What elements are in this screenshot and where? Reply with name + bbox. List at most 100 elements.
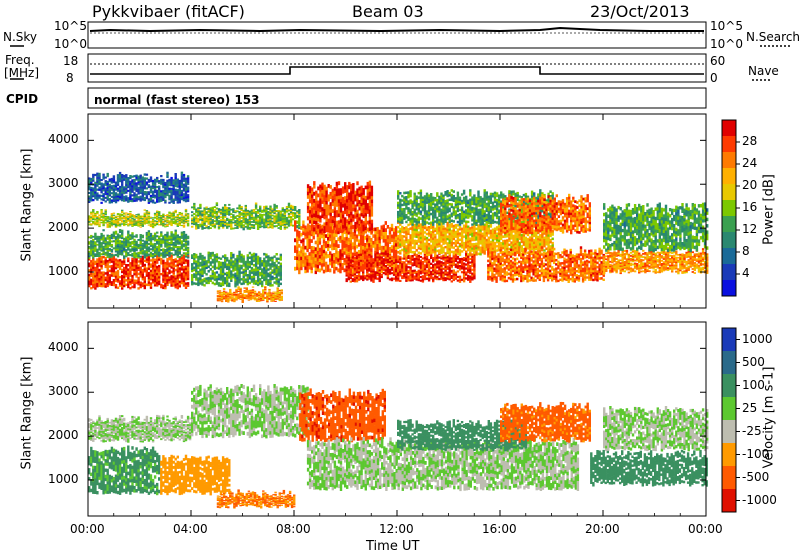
power-cell [158, 217, 161, 219]
power-cell [186, 240, 190, 243]
power-cell [108, 222, 111, 224]
power-cell [219, 211, 223, 214]
power-cell [114, 217, 118, 219]
power-cell [329, 212, 332, 217]
power-cell [339, 256, 342, 260]
power-cell [102, 284, 105, 288]
power-cell [193, 223, 196, 226]
power-cell [239, 291, 242, 294]
power-cell [370, 226, 374, 231]
power-cell [228, 261, 231, 265]
power-cell [236, 221, 239, 223]
power-cell [256, 275, 260, 278]
power-cell [341, 217, 345, 222]
power-cell [254, 212, 258, 215]
power-cell [265, 223, 268, 225]
power-cell [273, 203, 276, 206]
power-cell [362, 201, 365, 205]
power-cell [211, 270, 214, 273]
power-cell [201, 272, 204, 275]
power-cell [116, 269, 120, 273]
power-cell [178, 241, 181, 244]
power-cell [314, 260, 317, 265]
power-cell [201, 268, 204, 271]
power-cell [118, 216, 122, 218]
power-cell [238, 274, 241, 277]
power-cell [92, 221, 95, 224]
power-cell [184, 177, 188, 180]
power-cell [256, 262, 260, 265]
power-cell [254, 262, 258, 265]
power-cell [267, 259, 270, 263]
power-cell [226, 222, 229, 225]
power-cell [296, 222, 299, 224]
power-cell [139, 268, 142, 272]
power-cell [268, 292, 271, 295]
power-cell [182, 177, 186, 180]
power-cell [174, 242, 177, 245]
power-cell [318, 268, 322, 273]
power-cell [166, 215, 169, 217]
power-cell [135, 188, 138, 191]
power-cell [271, 284, 274, 287]
power-cell [272, 299, 275, 301]
power-cell [98, 178, 101, 181]
power-cell [123, 174, 126, 178]
power-cell [110, 179, 114, 182]
power-cell [164, 192, 167, 195]
power-cell [265, 282, 268, 285]
power-cell [213, 258, 217, 261]
power-cell [279, 275, 282, 279]
power-cell [217, 220, 221, 222]
power-cell [88, 242, 91, 245]
power-cell [156, 270, 159, 273]
power-cell [230, 216, 233, 218]
power-cell [245, 298, 248, 300]
power-cell [143, 278, 146, 281]
power-cell [108, 239, 111, 242]
power-cell [112, 262, 116, 266]
power-cell [108, 216, 111, 218]
power-cell [274, 297, 277, 299]
power-cell [308, 189, 312, 194]
power-cell [220, 295, 224, 297]
power-cell [162, 256, 165, 259]
power-cell [256, 222, 260, 225]
power-cell [170, 193, 173, 196]
power-cell [162, 214, 165, 216]
power-cell [250, 271, 254, 274]
power-cell [118, 261, 122, 264]
power-cell [370, 255, 373, 258]
power-cell [221, 226, 225, 229]
power-cell [370, 189, 374, 193]
power-cell [178, 216, 181, 219]
power-cell [139, 223, 142, 225]
power-cell [186, 259, 190, 263]
power-cell [345, 226, 348, 230]
power-cell [197, 279, 200, 282]
power-cell [258, 294, 261, 296]
power-cell [88, 258, 91, 261]
power-cell [184, 274, 188, 277]
power-cell [216, 300, 220, 302]
power-cell [174, 210, 177, 213]
power-cell [98, 182, 101, 185]
power-cell [335, 188, 339, 193]
power-cell [359, 269, 363, 272]
power-cell [279, 273, 282, 277]
power-cell [267, 220, 270, 223]
power-cell [160, 190, 163, 193]
power-cell [156, 216, 159, 218]
power-cell [114, 266, 118, 270]
power-cell [270, 299, 273, 301]
power-cell [176, 259, 179, 263]
power-cell [176, 286, 179, 290]
power-cell [199, 212, 202, 215]
power-cell [100, 264, 103, 268]
power-cell [346, 209, 349, 213]
power-cell [133, 214, 136, 217]
power-cell [259, 257, 262, 260]
power-cell [145, 211, 149, 213]
power-cell [174, 281, 177, 285]
power-cell [166, 246, 169, 249]
